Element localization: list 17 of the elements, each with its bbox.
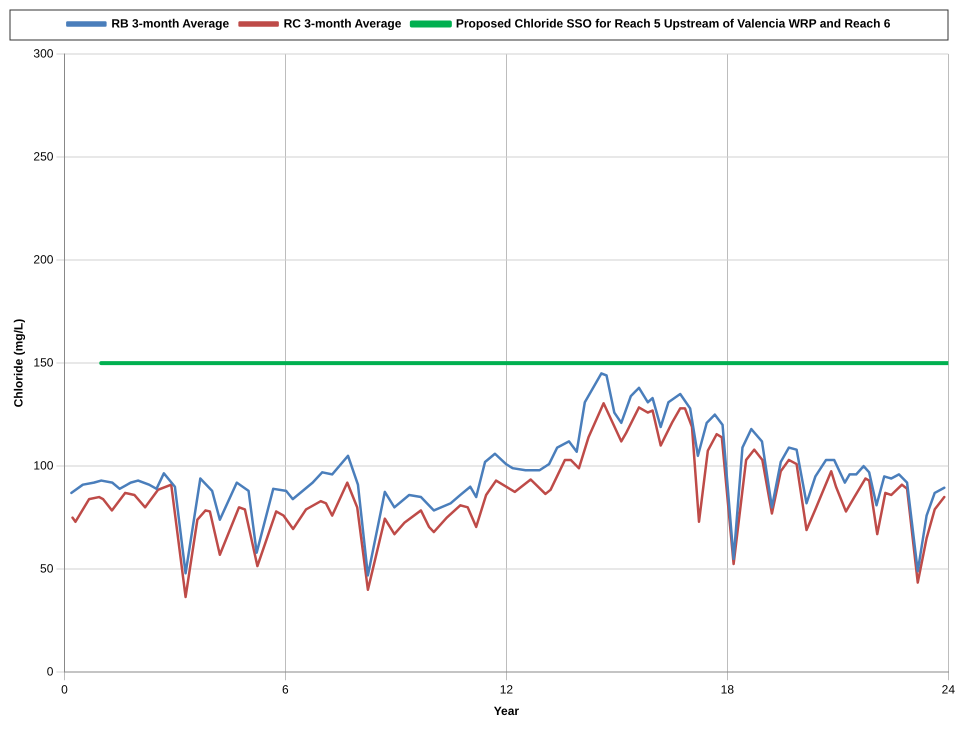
legend-label: RC 3-month Average — [284, 16, 402, 30]
y-tick-label: 150 — [33, 355, 54, 370]
y-tick-label: 300 — [33, 46, 54, 60]
y-tick-label: 100 — [33, 458, 54, 472]
y-tick-label: 50 — [40, 561, 54, 576]
legend-label: RB 3-month Average — [111, 16, 230, 30]
x-tick-label: 0 — [61, 682, 68, 697]
x-tick-label: 12 — [500, 682, 514, 697]
y-axis-title: Chloride (mg/L) — [12, 318, 26, 408]
y-tick-label: 250 — [33, 149, 54, 164]
x-tick-label: 6 — [282, 682, 290, 697]
y-tick-label: 200 — [33, 252, 54, 266]
x-tick-label: 18 — [720, 682, 734, 697]
legend-label: Proposed Chloride SSO for Reach 5 Upstream of Valencia WRP and Reach 6 — [456, 16, 891, 30]
x-axis-title: Year — [494, 704, 520, 718]
x-tick-label: 24 — [942, 682, 956, 697]
y-tick-label: 0 — [46, 664, 54, 679]
